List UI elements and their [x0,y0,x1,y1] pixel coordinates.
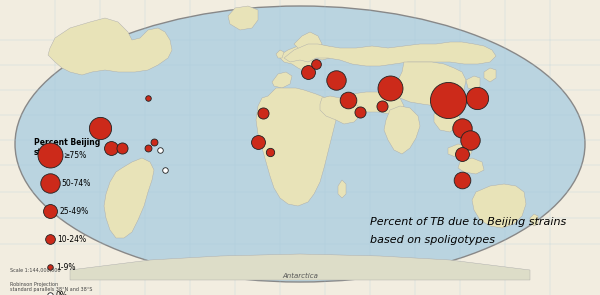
Text: 25-49%: 25-49% [59,206,88,216]
Polygon shape [70,254,530,280]
Polygon shape [396,62,466,106]
Text: 50-74%: 50-74% [61,178,91,188]
Text: Antarctica: Antarctica [282,273,318,279]
Text: Robinson Projection: Robinson Projection [10,282,58,287]
Text: based on spoligotypes: based on spoligotypes [370,235,495,245]
Polygon shape [228,6,258,30]
Polygon shape [458,158,484,174]
Ellipse shape [15,6,585,282]
Polygon shape [338,180,346,198]
Polygon shape [384,106,420,154]
Polygon shape [48,18,172,75]
Polygon shape [448,144,472,158]
Polygon shape [434,108,460,132]
Polygon shape [256,88,336,206]
Polygon shape [276,50,284,58]
Polygon shape [320,96,360,124]
Text: 0%: 0% [56,291,68,295]
Polygon shape [272,72,292,88]
Polygon shape [284,42,496,66]
Text: 1-9%: 1-9% [56,263,76,271]
Polygon shape [280,44,336,72]
Text: ≥75%: ≥75% [63,150,86,160]
Polygon shape [472,184,526,228]
Polygon shape [104,158,154,238]
Text: Percent Beijing
strain: Percent Beijing strain [34,138,100,158]
Text: Scale 1:144,000,000: Scale 1:144,000,000 [10,268,61,273]
Text: standard parallels 38°N and 38°S: standard parallels 38°N and 38°S [10,287,92,292]
Polygon shape [340,92,404,114]
Polygon shape [484,68,496,82]
Text: 10-24%: 10-24% [58,235,86,243]
Polygon shape [294,32,322,52]
Polygon shape [530,214,538,226]
Text: Percent of TB due to Beijing strains: Percent of TB due to Beijing strains [370,217,566,227]
Polygon shape [466,76,480,90]
